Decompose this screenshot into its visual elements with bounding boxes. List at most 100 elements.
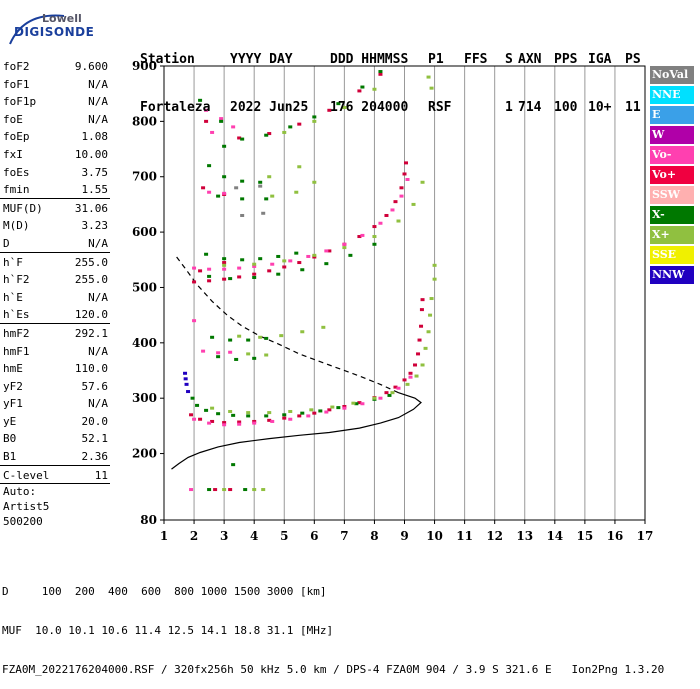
header-cell: 11 — [625, 100, 641, 115]
param-row: h`Es 120.0 — [0, 306, 110, 324]
echo-point — [426, 75, 431, 79]
echo-point — [264, 414, 269, 418]
echo-point — [261, 211, 266, 215]
echo-point — [372, 396, 377, 400]
echo-point — [420, 180, 425, 184]
logo-lowell-text: Lowell — [42, 12, 82, 25]
echo-point — [419, 324, 424, 328]
echo-point — [300, 330, 305, 334]
param-value: 255.0 — [74, 273, 108, 287]
echo-point — [192, 280, 197, 284]
echo-point — [207, 279, 212, 283]
auto-version: 500200 — [3, 515, 43, 528]
legend-item: W — [650, 126, 694, 144]
echo-point — [336, 406, 341, 410]
echo-point — [318, 409, 323, 413]
legend-item: E — [650, 106, 694, 124]
echo-point — [204, 408, 209, 412]
x-tick-label: 12 — [486, 529, 503, 543]
echo-point — [288, 409, 293, 413]
echo-point — [429, 86, 434, 90]
x-tick-label: 5 — [280, 529, 288, 543]
echo-point — [408, 371, 413, 375]
echo-point — [183, 371, 188, 375]
header-cell: Fortaleza — [140, 100, 211, 115]
echo-point — [246, 411, 251, 415]
echo-point — [264, 353, 269, 357]
param-name: hmE — [3, 362, 23, 376]
param-row: foEs 3.75 — [0, 164, 110, 182]
echo-point — [282, 265, 287, 269]
param-value: 11 — [94, 468, 108, 482]
echo-point — [204, 108, 209, 112]
param-row: C-level 11 — [0, 467, 110, 485]
y-tick-label: 900 — [132, 59, 157, 73]
echo-point — [264, 197, 269, 201]
echo-point — [195, 403, 200, 407]
param-row: h`E N/A — [0, 289, 110, 307]
x-tick-label: 14 — [546, 529, 563, 543]
footer-distance-line: D 100 200 400 600 800 1000 1500 3000 [km… — [2, 585, 327, 598]
echo-point — [342, 106, 347, 110]
echo-point — [399, 186, 404, 190]
param-row: h`F2 255.0 — [0, 271, 110, 289]
echo-point — [297, 122, 302, 126]
echo-point — [207, 267, 212, 271]
param-name: B1 — [3, 450, 17, 464]
echo-point — [429, 297, 434, 301]
echo-point — [354, 402, 359, 406]
param-name: fxI — [3, 147, 23, 161]
param-name: yF2 — [3, 379, 23, 393]
echo-point — [297, 165, 302, 169]
param-row: hmF1 N/A — [0, 343, 110, 361]
param-value: N/A — [88, 77, 108, 91]
y-tick-label: 80 — [140, 513, 157, 527]
param-row: hmF2 292.1 — [0, 325, 110, 343]
header-cell: 10+ — [588, 100, 612, 115]
echo-point — [210, 335, 215, 339]
header-labels-row: Station YYYY DAY DDD HHMMSS P1 FFS S AXN PPS IGA… — [140, 52, 641, 68]
echo-point — [267, 132, 272, 136]
echo-point — [234, 186, 239, 190]
echo-point — [360, 233, 365, 237]
header-cell: PS — [625, 52, 641, 67]
param-row: MUF(D) 31.06 — [0, 200, 110, 218]
auto-program: Artist5 — [3, 500, 50, 513]
header-cell: 100 — [554, 100, 578, 115]
param-row: foE N/A — [0, 111, 110, 129]
param-name: fmin — [3, 183, 30, 197]
legend-item: Vo- — [650, 146, 694, 164]
echo-point — [387, 393, 392, 397]
echo-point — [270, 419, 275, 423]
echo-point — [390, 391, 395, 395]
echo-point — [384, 213, 389, 217]
echo-point — [228, 350, 233, 354]
y-tick-label: 600 — [132, 225, 157, 239]
echo-point — [327, 249, 332, 253]
param-name: MUF(D) — [3, 201, 43, 215]
echo-point — [426, 330, 431, 334]
echo-point — [213, 488, 218, 492]
echo-point — [222, 267, 227, 271]
echo-point — [405, 382, 410, 386]
echo-point — [402, 172, 407, 176]
echo-point — [258, 184, 263, 188]
echo-point — [258, 335, 263, 339]
param-name: foF2 — [3, 60, 30, 73]
echo-point — [420, 298, 425, 302]
echo-point — [306, 254, 311, 258]
echo-point — [288, 417, 293, 421]
param-row: D N/A — [0, 235, 110, 253]
echo-point — [288, 259, 293, 263]
polarization-legend: NoVal NNE E W Vo- Vo+ SSW X- X+ SSE NNW — [650, 66, 694, 286]
echo-point — [270, 262, 275, 266]
echo-point — [228, 409, 233, 413]
param-row: hmE 110.0 — [0, 360, 110, 378]
echo-point — [216, 194, 221, 198]
echo-point — [231, 463, 236, 467]
echo-point — [246, 352, 251, 356]
echo-point — [399, 194, 404, 198]
param-value: 110.0 — [74, 362, 108, 376]
param-name: foF1p — [3, 95, 37, 109]
echo-point — [222, 263, 227, 267]
